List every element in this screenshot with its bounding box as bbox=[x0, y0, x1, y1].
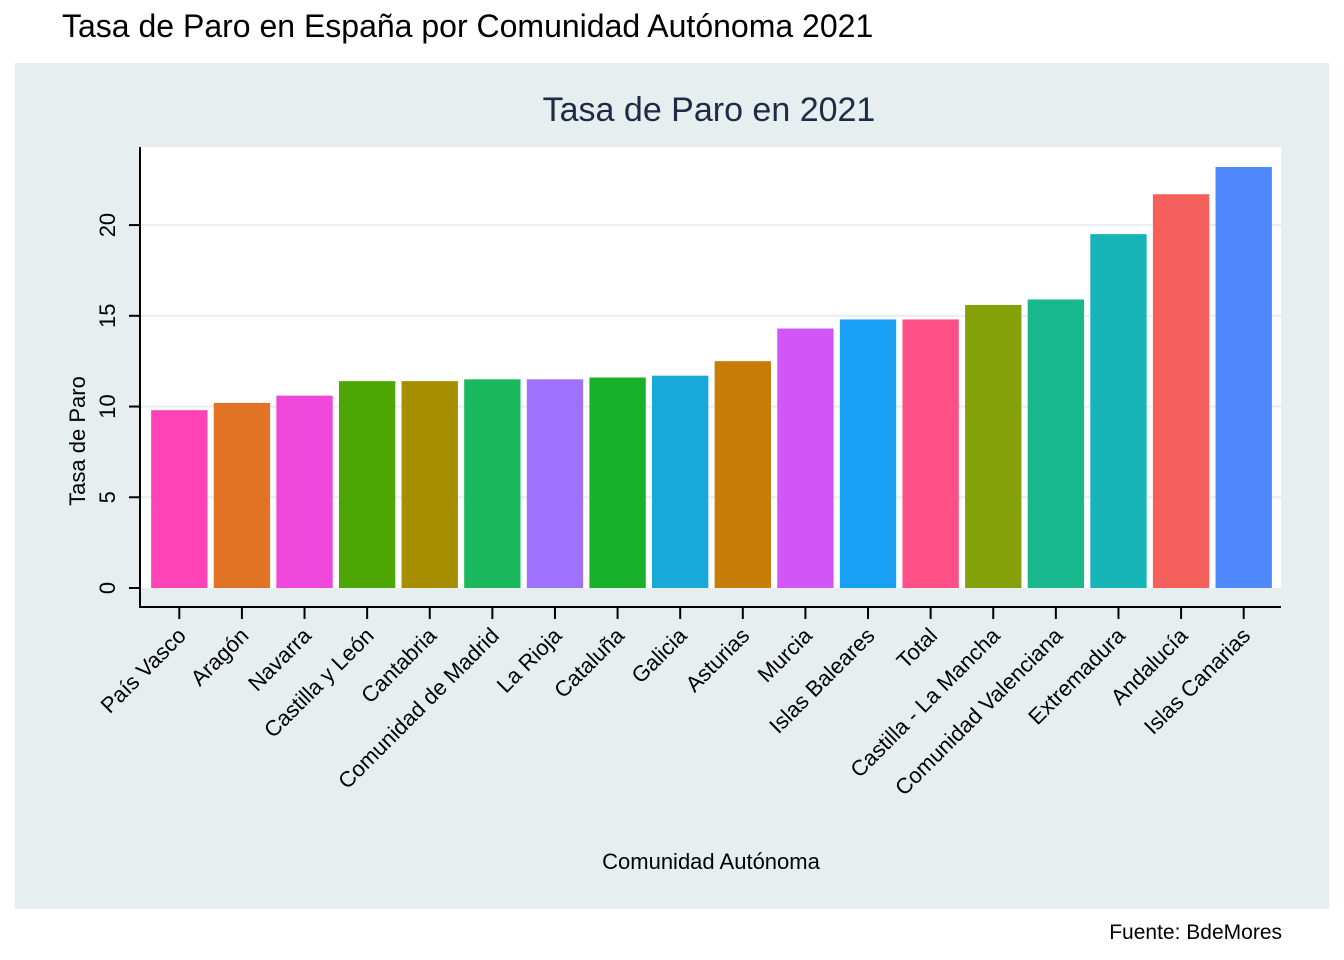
bar bbox=[213, 402, 271, 588]
bar bbox=[338, 381, 396, 588]
y-tick-label: 15 bbox=[95, 304, 120, 328]
bar bbox=[1090, 234, 1147, 588]
y-axis-ticks: 0 5 10 15 20 bbox=[95, 213, 140, 594]
page-title: Tasa de Paro en España por Comunidad Aut… bbox=[62, 8, 874, 44]
x-axis-label: Comunidad Autónoma bbox=[602, 849, 820, 874]
bar bbox=[526, 379, 584, 588]
y-tick-label: 0 bbox=[95, 582, 120, 594]
x-tick-label: Cataluña bbox=[549, 622, 629, 702]
y-tick-label: 10 bbox=[95, 394, 120, 418]
y-axis-label: Tasa de Paro bbox=[65, 376, 90, 506]
bar bbox=[464, 379, 521, 588]
bar-chart: Tasa de Paro en 2021 0 5 10 15 20 País Vasco… bbox=[65, 91, 1281, 874]
x-tick-label: Aragón bbox=[186, 623, 254, 691]
bar bbox=[589, 377, 646, 588]
bar bbox=[1027, 299, 1085, 588]
y-tick-label: 5 bbox=[95, 491, 120, 503]
x-tick-label: País Vasco bbox=[96, 623, 191, 718]
bar bbox=[965, 304, 1022, 588]
chart-panel: Tasa de Paro en 2021 0 5 10 15 20 País Vasco… bbox=[15, 63, 1329, 909]
bar bbox=[1152, 194, 1210, 588]
y-tick-label: 20 bbox=[95, 213, 120, 237]
x-tick-label: Castilla y León bbox=[259, 623, 379, 743]
bar bbox=[1215, 167, 1272, 588]
bar bbox=[902, 319, 959, 588]
bar bbox=[401, 381, 458, 588]
bars bbox=[151, 167, 1272, 588]
bar bbox=[652, 375, 709, 588]
source-note: Fuente: BdeMores bbox=[1109, 921, 1282, 944]
bar bbox=[276, 395, 333, 588]
chart-title: Tasa de Paro en 2021 bbox=[543, 91, 876, 129]
bar bbox=[714, 361, 771, 588]
x-tick-label: Total bbox=[892, 623, 943, 674]
bar bbox=[839, 319, 897, 588]
x-tick-label: Asturias bbox=[680, 623, 754, 697]
bar bbox=[151, 410, 208, 588]
bar bbox=[777, 328, 834, 588]
